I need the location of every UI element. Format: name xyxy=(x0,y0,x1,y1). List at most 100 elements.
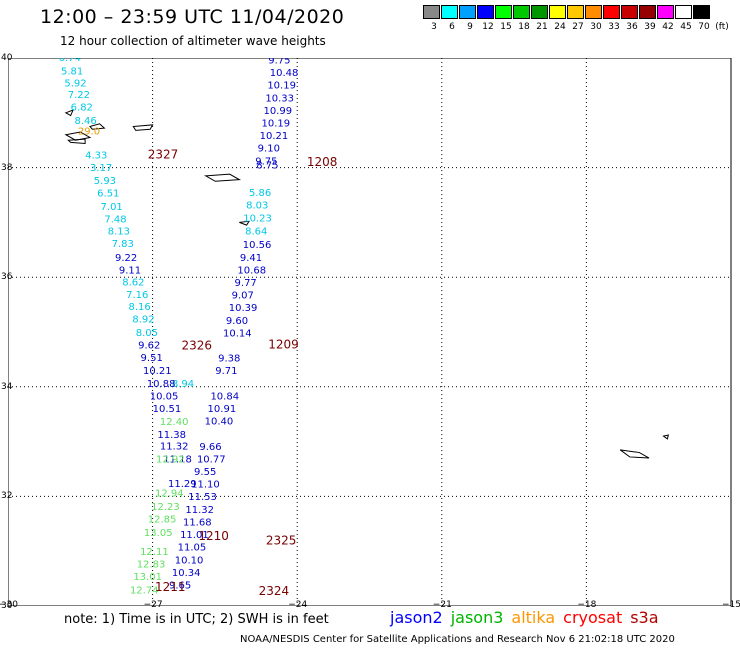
wave-height-label: 9.55 xyxy=(194,467,216,478)
legend-label: 21 xyxy=(536,22,548,32)
wave-height-label: 8.94 xyxy=(172,379,194,390)
legend-swatch xyxy=(477,5,494,19)
wave-height-label: 5.81 xyxy=(61,66,83,77)
lon-axis-label: −24 xyxy=(288,600,308,610)
lat-axis-label: 30 xyxy=(1,601,13,611)
wave-height-label: 10.68 xyxy=(237,265,266,276)
legend-swatch xyxy=(639,5,656,19)
orbit-number-label: 1209 xyxy=(268,337,299,351)
legend-swatch xyxy=(549,5,566,19)
satellite-key-jason3: jason3 xyxy=(450,608,504,627)
wave-height-label: 11.53 xyxy=(188,492,217,503)
island-outline xyxy=(239,220,250,226)
island-outline xyxy=(203,173,242,182)
wave-height-label: 9.77 xyxy=(235,278,257,289)
wave-height-label: 8.92 xyxy=(132,315,154,326)
wave-height-label: 7.16 xyxy=(126,290,148,301)
wave-height-label: 9.07 xyxy=(232,291,254,302)
legend-swatch xyxy=(441,5,458,19)
legend-unit: (ft) xyxy=(715,22,729,32)
wave-height-label: 9.71 xyxy=(215,366,237,377)
wave-height-label: 8.13 xyxy=(108,226,130,237)
wave-height-label: 9.62 xyxy=(138,340,160,351)
wave-height-label: 5.93 xyxy=(94,176,116,187)
wave-height-label: 12.83 xyxy=(137,560,166,571)
wave-height-label: 10.21 xyxy=(143,366,172,377)
wave-height-label: 9.38 xyxy=(218,354,240,365)
orbit-number-label: 1211 xyxy=(155,580,186,594)
legend-swatch xyxy=(495,5,512,19)
wave-height-label: 9.75 xyxy=(268,58,290,66)
wave-height-label: 10.34 xyxy=(172,568,201,579)
wave-height-label: 5.86 xyxy=(249,188,271,199)
orbit-number-label: 2325 xyxy=(266,534,297,548)
wave-height-label: 29.0 xyxy=(78,127,100,138)
wave-height-label: 10.91 xyxy=(208,404,237,415)
wave-height-label: 13.01 xyxy=(133,572,162,583)
wave-height-label: 7.83 xyxy=(112,239,134,250)
wave-height-label: 6.82 xyxy=(71,103,93,114)
credit-line: NOAA/NESDIS Center for Satellite Applica… xyxy=(240,634,675,645)
legend-swatch xyxy=(675,5,692,19)
wave-height-label: 9.66 xyxy=(199,442,221,453)
wave-height-label: 10.88 xyxy=(147,379,176,390)
wave-height-label: 5.92 xyxy=(64,78,86,89)
wave-height-label: 10.51 xyxy=(153,404,182,415)
legend-label: 42 xyxy=(662,22,674,32)
lat-axis-label: 36 xyxy=(1,272,13,283)
wave-height-label: 8.75 xyxy=(256,161,278,172)
lat-axis-label: 32 xyxy=(1,491,13,502)
lon-axis-label: −27 xyxy=(143,600,163,610)
legend-label: 6 xyxy=(449,22,455,32)
wave-height-label: 9.65 xyxy=(169,580,191,591)
wave-height-label: 9.60 xyxy=(226,316,248,327)
wave-height-label: 9.75 xyxy=(255,156,277,167)
island-outline xyxy=(662,434,670,440)
wave-height-label: 10.19 xyxy=(267,81,296,92)
satellite-key-altika: altika xyxy=(511,608,556,627)
wave-height-label: 8.05 xyxy=(136,328,158,339)
satellite-key-s3a: s3a xyxy=(630,608,659,627)
wave-height-label: 10.56 xyxy=(243,240,272,251)
wave-height-label: 12.23 xyxy=(151,502,180,513)
orbit-number-label: 2327 xyxy=(148,147,179,161)
legend-swatch xyxy=(423,5,440,19)
legend-swatch xyxy=(585,5,602,19)
wave-height-label: 9.22 xyxy=(115,253,137,264)
wave-height-label: 7.48 xyxy=(104,214,126,225)
map-canvas: 6.74 5.815.927.22 6.82 8.46 4.33 3.17 5.93 6.51… xyxy=(7,53,732,607)
wave-height-label: 12.85 xyxy=(148,515,177,526)
wave-height-label: 11.32 xyxy=(185,505,214,516)
lat-axis-label: 38 xyxy=(1,162,13,173)
wave-height-label: 8.46 xyxy=(75,116,97,127)
legend-swatch xyxy=(603,5,620,19)
wave-height-label: 12.11 xyxy=(140,547,169,558)
island-outline xyxy=(64,109,75,117)
wave-height-label: 12.92 xyxy=(156,454,185,465)
wave-height-label: 12.74 xyxy=(130,585,159,596)
island-outline xyxy=(89,123,106,130)
satellite-key-cryosat: cryosat xyxy=(563,608,623,627)
wave-height-label: 11.29 xyxy=(168,479,197,490)
legend-label: 12 xyxy=(482,22,494,32)
legend-label: 24 xyxy=(554,22,566,32)
wave-height-label: 8.16 xyxy=(129,302,151,313)
wave-height-label: 10.84 xyxy=(210,391,239,402)
orbit-number-label: 2326 xyxy=(182,339,213,353)
wave-height-label: 10.05 xyxy=(150,391,179,402)
wave-height-label: 7.01 xyxy=(101,202,123,213)
wave-height-label: 10.10 xyxy=(175,555,204,566)
wave-height-label: 10.21 xyxy=(260,131,289,142)
wave-height-label: 11.68 xyxy=(183,517,212,528)
legend-label: 9 xyxy=(467,22,473,32)
legend-swatch xyxy=(513,5,530,19)
legend-label: 36 xyxy=(626,22,638,32)
wave-height-label: 9.11 xyxy=(119,265,141,276)
legend-label: 15 xyxy=(500,22,512,32)
legend-label: 3 xyxy=(431,22,437,32)
island-outline xyxy=(619,449,650,459)
island-outline xyxy=(67,138,86,145)
map-subtitle: 12 hour collection of altimeter wave hei… xyxy=(60,34,326,48)
wave-height-label: 6.51 xyxy=(97,189,119,200)
wave-height-label: 8.03 xyxy=(246,201,268,212)
